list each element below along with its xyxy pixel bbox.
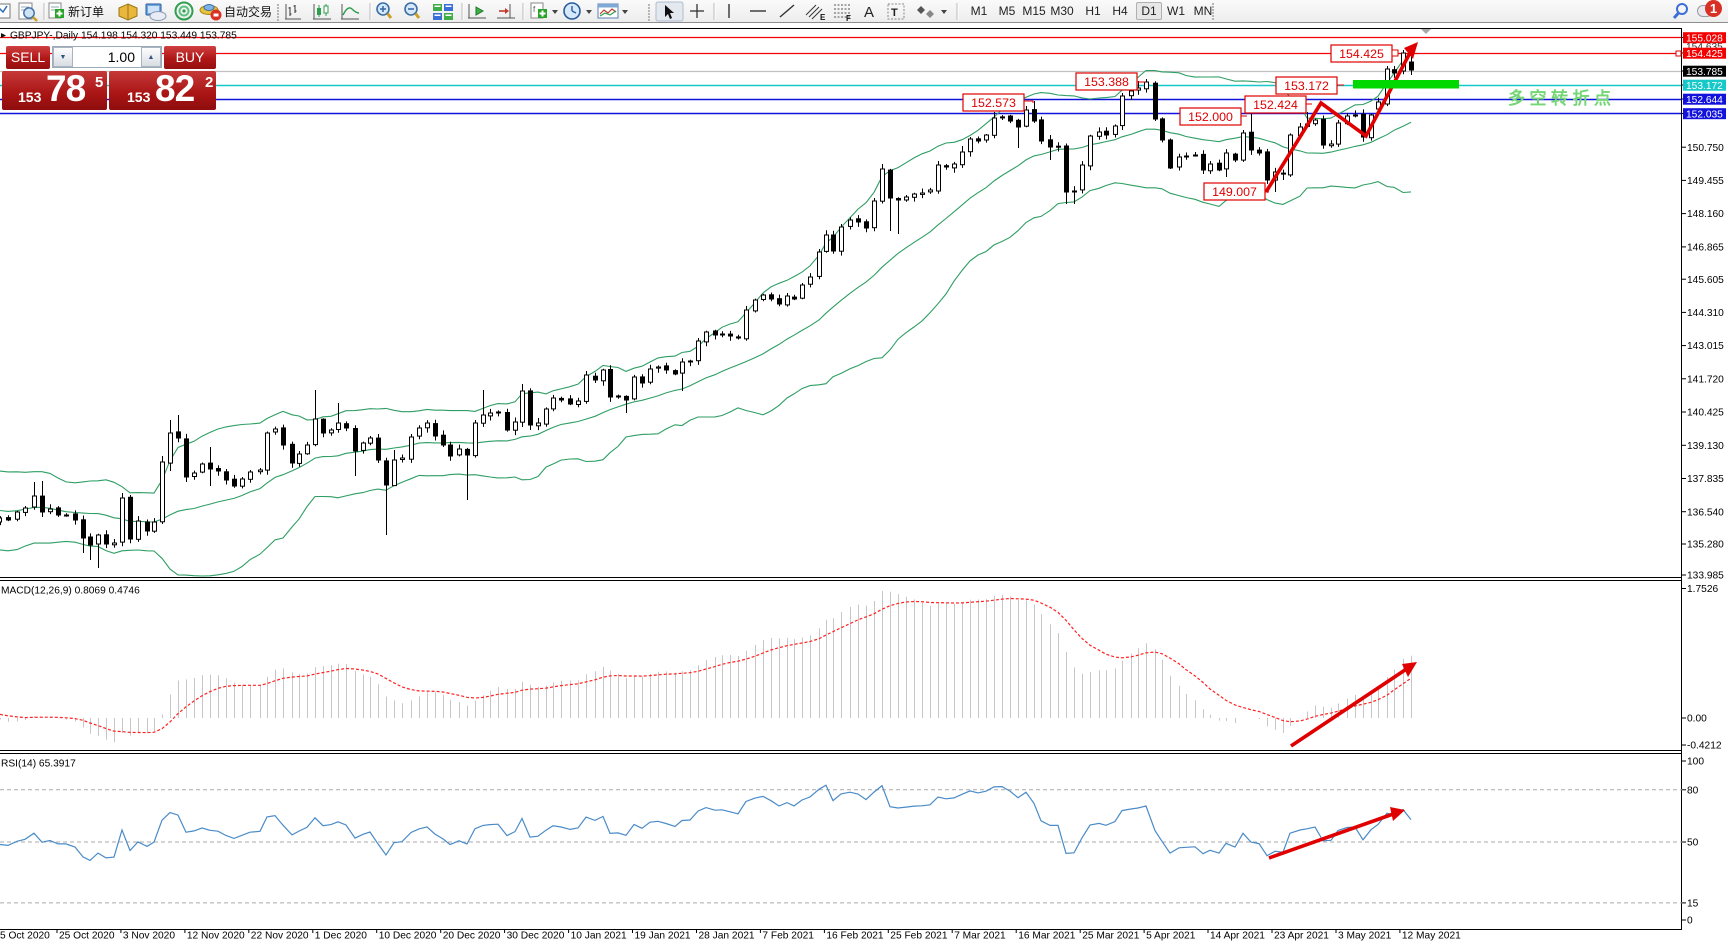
svg-text:155.028: 155.028 bbox=[1686, 33, 1723, 44]
svg-text:14 Apr 2021: 14 Apr 2021 bbox=[1210, 931, 1265, 941]
svg-text:GBPJPY-,Daily 154.198 154.320: GBPJPY-,Daily 154.198 154.320 153.449 15… bbox=[10, 31, 237, 42]
svg-text:154.425: 154.425 bbox=[1339, 47, 1384, 61]
svg-text:136.540: 136.540 bbox=[1687, 507, 1724, 518]
svg-text:139.130: 139.130 bbox=[1687, 441, 1724, 452]
svg-text:0.00: 0.00 bbox=[1687, 714, 1707, 725]
svg-text:153.388: 153.388 bbox=[1084, 75, 1129, 89]
svg-text:100: 100 bbox=[1687, 757, 1704, 768]
svg-text:-0.4212: -0.4212 bbox=[1687, 741, 1722, 752]
svg-text:28 Jan 2021: 28 Jan 2021 bbox=[699, 931, 755, 941]
svg-text:0: 0 bbox=[1687, 916, 1693, 927]
svg-text:153.172: 153.172 bbox=[1686, 81, 1723, 92]
svg-text:153.172: 153.172 bbox=[1284, 79, 1329, 93]
svg-text:144.310: 144.310 bbox=[1687, 308, 1724, 319]
svg-text:f: f bbox=[533, 5, 536, 14]
svg-text:7 Feb 2021: 7 Feb 2021 bbox=[762, 931, 814, 941]
svg-text:A: A bbox=[864, 4, 874, 21]
svg-text:50: 50 bbox=[1687, 838, 1699, 849]
svg-text:MACD(12,26,9) 0.8069 0.4746: MACD(12,26,9) 0.8069 0.4746 bbox=[1, 586, 140, 597]
svg-text:多空转折点: 多空转折点 bbox=[1508, 88, 1616, 108]
svg-text:新订单: 新订单 bbox=[68, 4, 104, 19]
svg-text:3 May 2021: 3 May 2021 bbox=[1338, 931, 1392, 941]
svg-text:19 Jan 2021: 19 Jan 2021 bbox=[635, 931, 691, 941]
svg-text:150.750: 150.750 bbox=[1687, 143, 1724, 154]
svg-text:154.425: 154.425 bbox=[1686, 49, 1723, 60]
svg-text:145.605: 145.605 bbox=[1687, 275, 1724, 286]
svg-text:16 Mar 2021: 16 Mar 2021 bbox=[1018, 931, 1076, 941]
svg-text:E: E bbox=[820, 13, 826, 22]
svg-text:7 Mar 2021: 7 Mar 2021 bbox=[954, 931, 1006, 941]
svg-text:148.160: 148.160 bbox=[1687, 209, 1724, 220]
svg-text:T: T bbox=[891, 7, 898, 19]
svg-text:25 Oct 2020: 25 Oct 2020 bbox=[59, 931, 115, 941]
svg-text:152.424: 152.424 bbox=[1253, 98, 1298, 112]
svg-text:10 Dec 2020: 10 Dec 2020 bbox=[379, 931, 437, 941]
svg-text:16 Feb 2021: 16 Feb 2021 bbox=[826, 931, 884, 941]
svg-text:3 Nov 2020: 3 Nov 2020 bbox=[123, 931, 175, 941]
svg-text:15: 15 bbox=[1687, 899, 1699, 910]
svg-text:135.280: 135.280 bbox=[1687, 540, 1724, 551]
svg-text:149.007: 149.007 bbox=[1212, 185, 1257, 199]
svg-text:RSI(14) 65.3917: RSI(14) 65.3917 bbox=[1, 759, 76, 770]
svg-text:1.7526: 1.7526 bbox=[1687, 584, 1718, 595]
svg-text:152.644: 152.644 bbox=[1686, 95, 1723, 106]
svg-text:152.573: 152.573 bbox=[971, 96, 1016, 110]
svg-text:10 Jan 2021: 10 Jan 2021 bbox=[571, 931, 627, 941]
svg-text:137.835: 137.835 bbox=[1687, 474, 1724, 485]
svg-text:20 Dec 2020: 20 Dec 2020 bbox=[443, 931, 501, 941]
svg-text:146.865: 146.865 bbox=[1687, 243, 1724, 254]
svg-text:140.425: 140.425 bbox=[1687, 408, 1724, 419]
svg-text:149.455: 149.455 bbox=[1687, 176, 1724, 187]
svg-text:152.035: 152.035 bbox=[1686, 109, 1723, 120]
svg-text:80: 80 bbox=[1687, 785, 1699, 796]
svg-text:12 May 2021: 12 May 2021 bbox=[1402, 931, 1461, 941]
svg-text:133.985: 133.985 bbox=[1687, 571, 1724, 582]
svg-text:152.000: 152.000 bbox=[1188, 110, 1233, 124]
svg-text:F: F bbox=[846, 14, 851, 23]
svg-text:143.015: 143.015 bbox=[1687, 341, 1724, 352]
svg-text:5 Oct 2020: 5 Oct 2020 bbox=[0, 931, 50, 941]
svg-text:141.720: 141.720 bbox=[1687, 374, 1724, 385]
svg-text:5 Apr 2021: 5 Apr 2021 bbox=[1146, 931, 1196, 941]
svg-text:1 Dec 2020: 1 Dec 2020 bbox=[315, 931, 367, 941]
svg-text:30 Dec 2020: 30 Dec 2020 bbox=[507, 931, 565, 941]
svg-text:自动交易: 自动交易 bbox=[224, 4, 272, 19]
svg-text:25 Mar 2021: 25 Mar 2021 bbox=[1082, 931, 1140, 941]
svg-text:153.785: 153.785 bbox=[1686, 67, 1723, 78]
svg-text:154.635: 154.635 bbox=[1686, 42, 1723, 53]
svg-text:22 Nov 2020: 22 Nov 2020 bbox=[251, 931, 309, 941]
svg-text:23 Apr 2021: 23 Apr 2021 bbox=[1274, 931, 1329, 941]
svg-text:12 Nov 2020: 12 Nov 2020 bbox=[187, 931, 245, 941]
svg-text:25 Feb 2021: 25 Feb 2021 bbox=[890, 931, 948, 941]
